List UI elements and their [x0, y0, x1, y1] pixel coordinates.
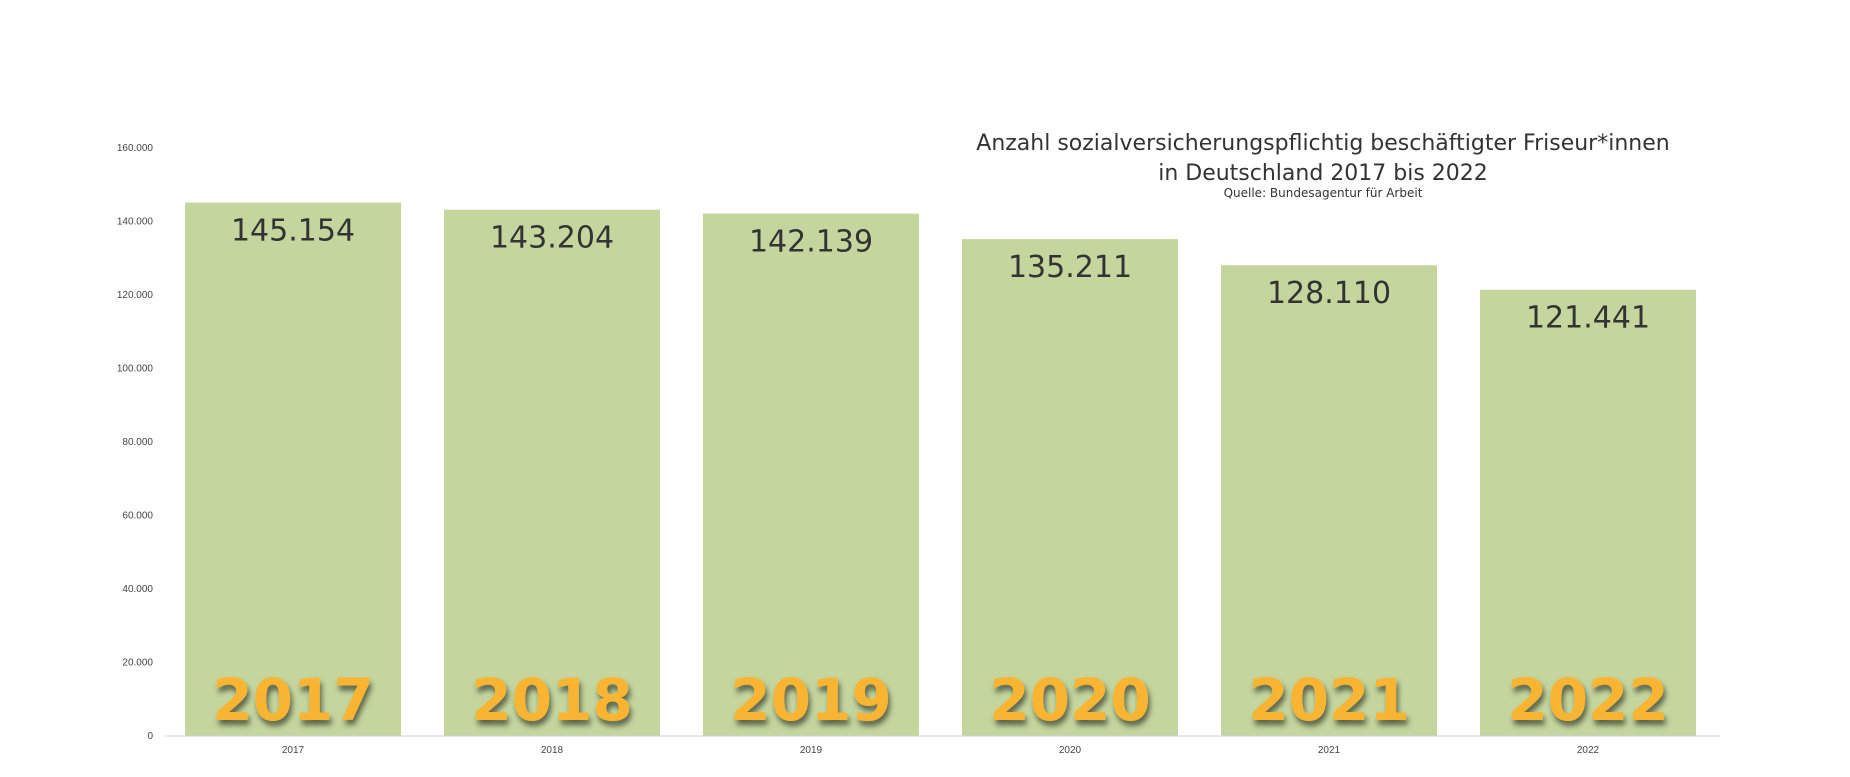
bar-value-label: 142.139 [749, 225, 873, 260]
bar [444, 209, 660, 737]
bars: 145.154 2017 143.204 2018 142.139 2019 135.211… [185, 202, 1696, 737]
bar-year-overlay: 2019 [730, 666, 891, 734]
y-tick-label: 60.000 [122, 511, 153, 522]
x-axis: 2017 2018 2019 2020 2021 2022 [282, 745, 1600, 756]
y-tick-label: 100.000 [117, 364, 154, 375]
bar [703, 213, 919, 737]
x-tick-label: 2017 [282, 745, 305, 756]
x-tick-label: 2018 [541, 745, 564, 756]
x-tick-label: 2020 [1059, 745, 1082, 756]
bar-value-label: 145.154 [231, 214, 355, 249]
bar-value-label: 121.441 [1526, 301, 1650, 336]
bar [1221, 265, 1437, 736]
y-tick-label: 80.000 [122, 437, 153, 448]
bar [1480, 289, 1696, 736]
y-tick-label: 20.000 [122, 658, 153, 669]
x-tick-label: 2019 [800, 745, 823, 756]
chart-source: Quelle: Bundesagentur für Arbeit [1224, 186, 1423, 200]
bar-year-overlay: 2021 [1248, 666, 1409, 734]
y-axis: 0 20.000 40.000 60.000 80.000 100.000 120.000 1… [117, 143, 154, 742]
bar [185, 202, 401, 736]
y-tick-label: 160.000 [117, 143, 154, 154]
y-tick-label: 120.000 [117, 290, 154, 301]
y-tick-label: 0 [147, 731, 153, 742]
x-tick-label: 2022 [1577, 745, 1600, 756]
y-tick-label: 40.000 [122, 584, 153, 595]
bar-year-overlay: 2018 [471, 666, 632, 734]
chart-title-line1: Anzahl sozialversicherungspflichtig besc… [976, 131, 1669, 156]
bar-value-label: 128.110 [1267, 276, 1391, 311]
bar-value-label: 143.204 [490, 221, 614, 256]
y-tick-label: 140.000 [117, 217, 154, 228]
bar-year-overlay: 2017 [212, 666, 373, 734]
bar-year-overlay: 2020 [989, 666, 1150, 734]
chart-title-line2: in Deutschland 2017 bis 2022 [1158, 161, 1488, 186]
bar-year-overlay: 2022 [1507, 666, 1668, 734]
bar [962, 239, 1178, 736]
bar-value-label: 135.211 [1008, 250, 1132, 285]
x-tick-label: 2021 [1318, 745, 1341, 756]
